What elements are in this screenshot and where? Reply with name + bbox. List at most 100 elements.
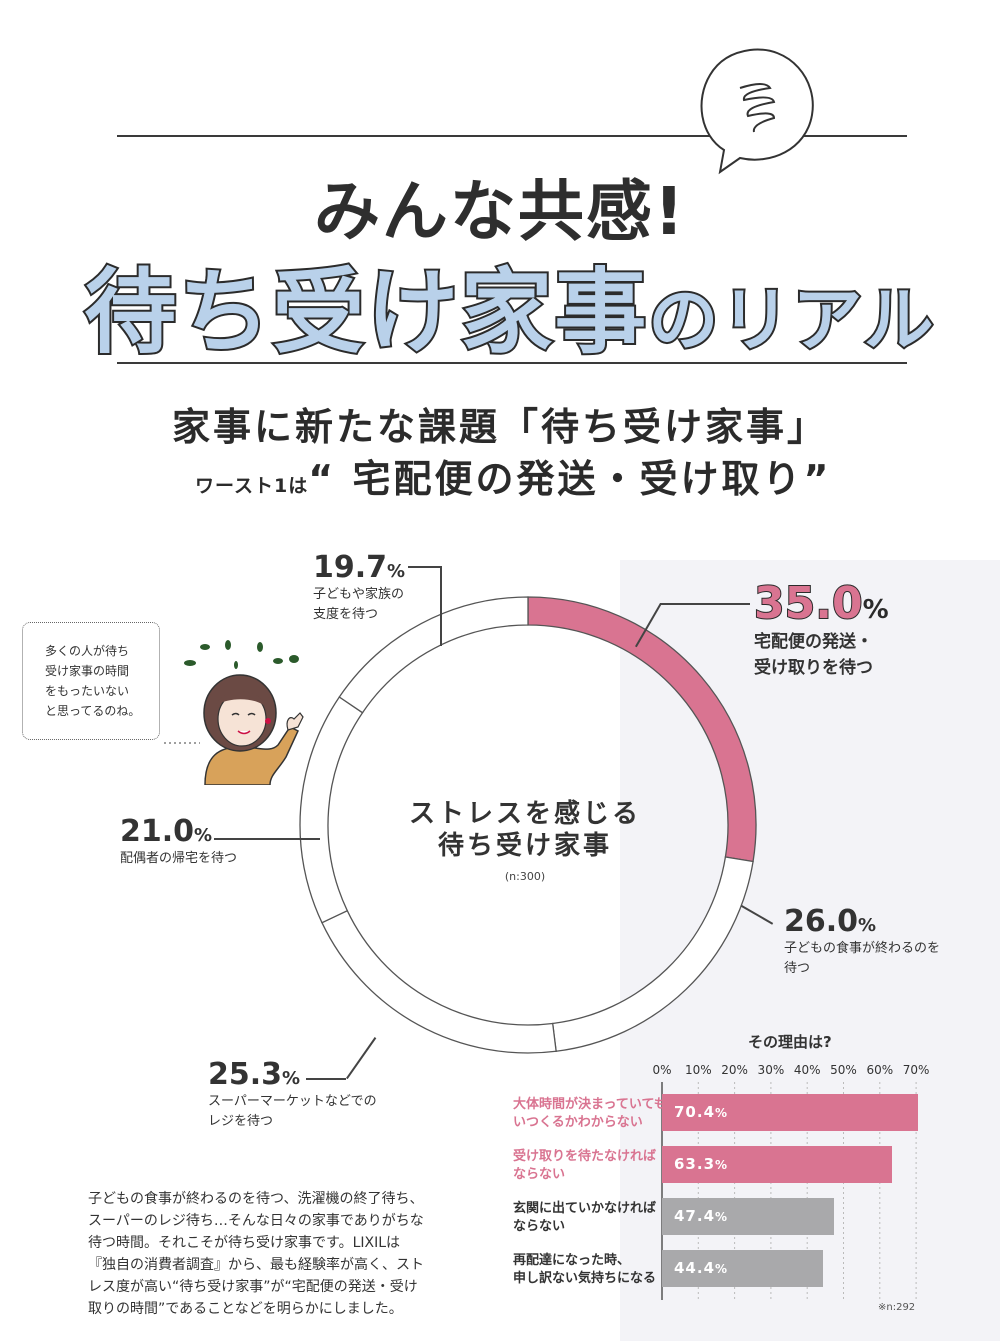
title-main-text: 待ち受け家事 (82, 257, 649, 368)
axis-tick-label: 60% (866, 1063, 894, 1077)
slice-value-unit: % (387, 561, 406, 582)
bar-category-line: いつくるかわからない (513, 1115, 643, 1130)
slice-value-unit: % (858, 915, 877, 936)
axis-tick-label: 70% (902, 1063, 930, 1077)
speech-line: をもったいない (45, 684, 130, 698)
slice-label-child-meal: 26.0% 子どもの食事が終わるのを 待つ (784, 904, 940, 979)
bar-chart-note: ※n:292 (878, 1302, 916, 1313)
slice-caption: スーパーマーケットなどでの レジを待つ (208, 1092, 377, 1132)
bar-value-number: 70.4 (674, 1103, 716, 1121)
thought-bubble-icon (700, 48, 814, 175)
speech-bubble: 多くの人が待ち 受け家事の時間 をもったいない と思ってるのね。 (22, 622, 160, 740)
bar-category-line: 受け取りを待たなければ (513, 1149, 657, 1164)
bar-value-label: 70.4% (674, 1103, 728, 1121)
bar-category-line: ならない (513, 1219, 566, 1234)
bar-value-label: 47.4% (674, 1207, 728, 1225)
slice-value: 21.0% (120, 814, 237, 849)
bar-value-number: 44.4 (674, 1259, 716, 1277)
leader-line (214, 838, 320, 840)
bar-category-label: 玄関に出ていかなければ ならない (513, 1200, 656, 1236)
slice-caption-line: 子どもや家族の (313, 587, 405, 602)
slice-caption-line: 配偶者の帰宅を待つ (120, 851, 238, 866)
slice-value-number: 26.0 (784, 904, 859, 939)
slice-caption-line: 子どもの食事が終わるのを (784, 941, 941, 956)
bar-category-line: 再配達になった時、 (513, 1253, 631, 1268)
slice-value-number: 21.0 (120, 814, 195, 849)
leader-line (660, 603, 750, 605)
slice-value-unit: % (282, 1068, 301, 1089)
slice-label-supermarket: 25.3% スーパーマーケットなどでの レジを待つ (208, 1057, 377, 1132)
bar-value-label: 44.4% (674, 1259, 728, 1277)
speech-line: 受け家事の時間 (45, 664, 130, 678)
slice-label-spouse: 21.0% 配偶者の帰宅を待つ (120, 814, 237, 869)
axis-tick-label: 30% (757, 1063, 785, 1077)
donut-center-line2: 待ち受け家事 (437, 831, 612, 861)
bar-category-label: 大体時間が決まっていても いつくるかわからない (513, 1096, 667, 1132)
body-paragraph: 子どもの食事が終わるのを待つ、洗濯機の終了待ち、スーパーのレジ待ち…そんな日々の… (88, 1191, 424, 1317)
axis-tick-label: 50% (830, 1063, 857, 1077)
bar-value-label: 63.3% (674, 1155, 728, 1173)
slice-caption: 宅配便の発送・ 受け取りを待つ (754, 629, 889, 681)
donut-slice (299, 696, 364, 924)
speech-line: 多くの人が待ち (45, 644, 130, 658)
slice-label-family-prep: 19.7% 子どもや家族の 支度を待つ (313, 550, 405, 625)
bar-category-line: ならない (513, 1167, 566, 1182)
page-title-main: 待ち受け家事のリアル (0, 238, 1000, 371)
bar-value-number: 63.3 (674, 1155, 716, 1173)
slice-value-unit: % (194, 825, 213, 846)
axis-tick-label: 0% (652, 1063, 672, 1077)
axis-tick-label: 10% (684, 1063, 712, 1077)
slice-value: 26.0% (784, 904, 940, 939)
bar-category-line: 申し訳ない気持ちになる (513, 1271, 657, 1286)
subtitle-line1: 家事に新たな課題「待ち受け家事」 (171, 405, 828, 449)
axis-tick-label: 40% (793, 1063, 821, 1077)
page-title: みんな共感! (313, 173, 687, 250)
bar-category-line: 大体時間が決まっていても (513, 1097, 667, 1112)
top-rule (117, 135, 907, 137)
bar (662, 1146, 892, 1183)
slice-caption-line: スーパーマーケットなどでの (208, 1094, 377, 1109)
donut-slice (338, 596, 529, 714)
slice-value: 35.0% (753, 577, 889, 630)
bar-category-line: 玄関に出ていかなければ (513, 1201, 657, 1216)
slice-caption-line: 受け取りを待つ (754, 658, 873, 678)
slice-value-number: 25.3 (208, 1057, 283, 1092)
slice-caption-line: 待つ (784, 961, 811, 976)
donut-slice (321, 909, 557, 1054)
donut-sample-size: (n:300) (504, 870, 546, 883)
leader-line (408, 566, 440, 568)
slice-value-unit: % (862, 595, 889, 625)
bar-value-unit: % (715, 1262, 729, 1276)
woman-illustration-icon (164, 640, 304, 785)
bar-value-unit: % (715, 1158, 729, 1172)
slice-caption: 子どもの食事が終わるのを 待つ (784, 939, 940, 979)
donut-center-label: ストレスを感じる 待ち受け家事 (390, 798, 660, 862)
bar-chart-title: その理由は? (748, 1033, 832, 1051)
slice-caption-line: 宅配便の発送・ (754, 632, 873, 652)
bar-value-unit: % (715, 1106, 729, 1120)
speech-line: と思ってるのね。 (45, 704, 141, 718)
slice-caption: 子どもや家族の 支度を待つ (313, 585, 405, 625)
leader-line (440, 566, 442, 646)
bar-value-unit: % (715, 1210, 729, 1224)
title-main-suffix: のリアル (646, 277, 936, 363)
slice-value: 19.7% (313, 550, 405, 585)
bar (662, 1198, 835, 1235)
subtitle-lead: ワースト1は (195, 475, 309, 497)
title-bottom-rule (117, 362, 907, 364)
bar (662, 1250, 824, 1287)
subtitle-line2: ワースト1は“ 宅配便の発送・受け取り” (195, 448, 831, 503)
donut-center-line1: ストレスを感じる (408, 799, 641, 829)
slice-value-number: 35.0 (753, 577, 864, 630)
slice-value-number: 19.7 (313, 550, 388, 585)
slice-value: 25.3% (208, 1057, 377, 1092)
slice-label-delivery: 35.0% 宅配便の発送・ 受け取りを待つ (753, 577, 889, 681)
bar-category-label: 再配達になった時、申し訳ない気持ちになる (513, 1252, 656, 1288)
bar-category-label: 受け取りを待たなければ ならない (513, 1148, 656, 1184)
slice-caption-line: 支度を待つ (313, 607, 379, 622)
subtitle-main: “ 宅配便の発送・受け取り” (308, 457, 832, 501)
bar-value-number: 47.4 (674, 1207, 716, 1225)
slice-caption: 配偶者の帰宅を待つ (120, 849, 237, 869)
slice-caption-line: レジを待つ (208, 1114, 274, 1129)
donut-chart (299, 596, 757, 1054)
